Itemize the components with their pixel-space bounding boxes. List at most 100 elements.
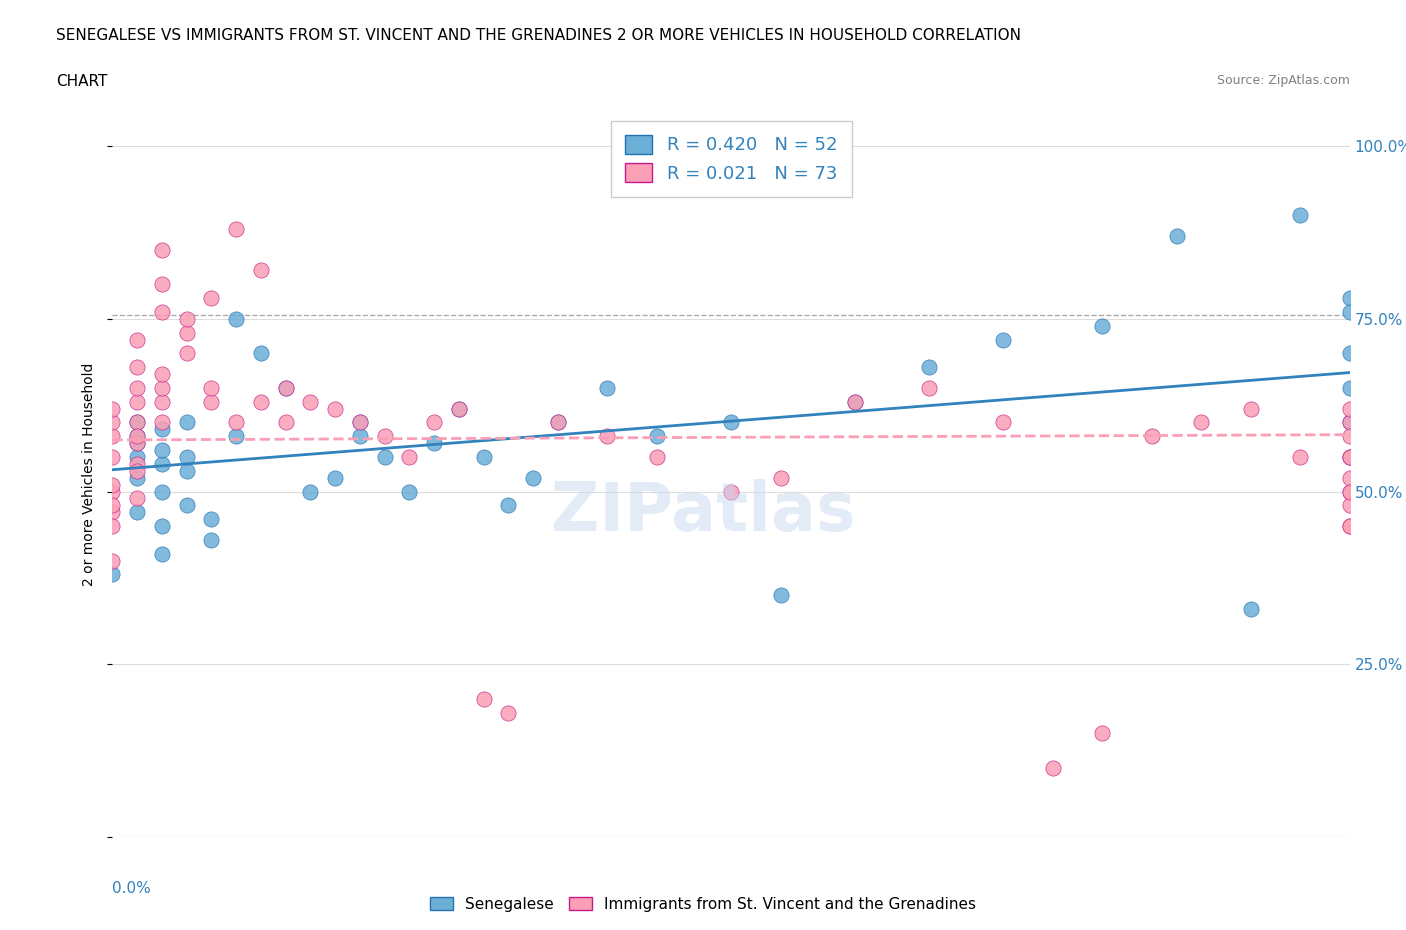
Point <box>1339 291 1361 306</box>
Point <box>498 705 520 720</box>
Point <box>472 691 495 706</box>
Point <box>1339 415 1361 430</box>
Point <box>150 422 173 437</box>
Point <box>101 415 124 430</box>
Point <box>1189 415 1212 430</box>
Point <box>225 429 247 444</box>
Point <box>498 498 520 512</box>
Point <box>993 415 1015 430</box>
Point <box>1339 449 1361 464</box>
Point <box>127 463 149 478</box>
Point <box>1339 498 1361 512</box>
Point <box>274 380 297 395</box>
Point <box>918 380 941 395</box>
Point <box>101 519 124 534</box>
Point <box>1339 429 1361 444</box>
Point <box>150 485 173 499</box>
Point <box>1339 401 1361 416</box>
Point <box>1289 207 1312 222</box>
Point <box>250 263 273 278</box>
Point <box>150 394 173 409</box>
Point <box>720 415 742 430</box>
Point <box>176 346 198 361</box>
Point <box>1240 602 1263 617</box>
Point <box>176 498 198 512</box>
Point <box>200 533 222 548</box>
Point <box>150 519 173 534</box>
Point <box>596 429 619 444</box>
Point <box>1339 519 1361 534</box>
Point <box>299 485 322 499</box>
Point <box>596 380 619 395</box>
Point <box>1166 229 1188 244</box>
Point <box>299 394 322 409</box>
Point <box>769 588 792 603</box>
Point <box>176 415 198 430</box>
Text: SENEGALESE VS IMMIGRANTS FROM ST. VINCENT AND THE GRENADINES 2 OR MORE VEHICLES : SENEGALESE VS IMMIGRANTS FROM ST. VINCEN… <box>56 28 1021 43</box>
Point <box>844 394 866 409</box>
Point <box>127 436 149 451</box>
Point <box>398 485 420 499</box>
Point <box>150 304 173 319</box>
Point <box>127 429 149 444</box>
Point <box>1091 726 1114 741</box>
Point <box>769 471 792 485</box>
Point <box>447 401 470 416</box>
Point <box>225 221 247 236</box>
Legend: Senegalese, Immigrants from St. Vincent and the Grenadines: Senegalese, Immigrants from St. Vincent … <box>423 890 983 918</box>
Point <box>101 498 124 512</box>
Point <box>150 546 173 561</box>
Point <box>274 415 297 430</box>
Point <box>1339 415 1361 430</box>
Point <box>250 346 273 361</box>
Point <box>225 312 247 326</box>
Point <box>101 449 124 464</box>
Point <box>918 360 941 375</box>
Point <box>150 443 173 458</box>
Legend: R = 0.420   N = 52, R = 0.021   N = 73: R = 0.420 N = 52, R = 0.021 N = 73 <box>610 121 852 197</box>
Point <box>127 360 149 375</box>
Point <box>1339 449 1361 464</box>
Point <box>1339 519 1361 534</box>
Point <box>127 415 149 430</box>
Point <box>1091 318 1114 333</box>
Point <box>645 449 668 464</box>
Point <box>1042 761 1064 776</box>
Point <box>447 401 470 416</box>
Text: 0.0%: 0.0% <box>112 881 152 896</box>
Point <box>176 326 198 340</box>
Point <box>127 332 149 347</box>
Point <box>349 415 371 430</box>
Point <box>423 436 446 451</box>
Point <box>1339 304 1361 319</box>
Point <box>1339 485 1361 499</box>
Point <box>472 449 495 464</box>
Point <box>127 471 149 485</box>
Point <box>1289 449 1312 464</box>
Point <box>323 471 346 485</box>
Point <box>101 429 124 444</box>
Point <box>844 394 866 409</box>
Point <box>150 457 173 472</box>
Point <box>423 415 446 430</box>
Point <box>547 415 569 430</box>
Point <box>127 491 149 506</box>
Point <box>1240 401 1263 416</box>
Point <box>200 394 222 409</box>
Point <box>720 485 742 499</box>
Point <box>250 394 273 409</box>
Text: ZIPatlas: ZIPatlas <box>551 479 855 544</box>
Point <box>101 401 124 416</box>
Point <box>374 449 396 464</box>
Point <box>176 463 198 478</box>
Point <box>101 485 124 499</box>
Point <box>150 277 173 292</box>
Point <box>200 380 222 395</box>
Point <box>349 415 371 430</box>
Point <box>127 457 149 472</box>
Point <box>127 429 149 444</box>
Point <box>127 449 149 464</box>
Point <box>547 415 569 430</box>
Point <box>1339 471 1361 485</box>
Point <box>274 380 297 395</box>
